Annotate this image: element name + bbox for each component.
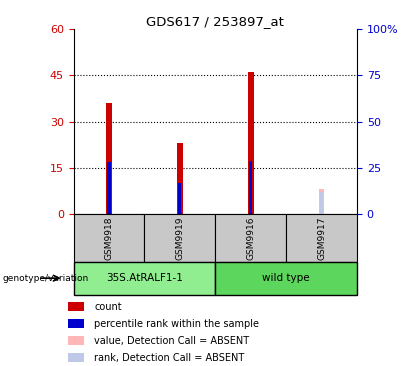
Bar — [248, 72, 254, 214]
Text: GSM9918: GSM9918 — [105, 216, 113, 259]
Bar — [249, 161, 252, 214]
FancyBboxPatch shape — [215, 262, 357, 295]
Text: rank, Detection Call = ABSENT: rank, Detection Call = ABSENT — [94, 352, 244, 363]
Bar — [178, 183, 181, 214]
FancyBboxPatch shape — [215, 214, 286, 262]
Text: genotype/variation: genotype/variation — [2, 274, 88, 283]
Bar — [319, 190, 324, 214]
Text: percentile rank within the sample: percentile rank within the sample — [94, 319, 259, 329]
FancyBboxPatch shape — [144, 214, 215, 262]
Bar — [68, 336, 84, 346]
Bar — [108, 163, 110, 214]
Text: 35S.AtRALF1-1: 35S.AtRALF1-1 — [106, 273, 183, 283]
Bar — [177, 143, 183, 214]
Text: GSM9917: GSM9917 — [317, 216, 326, 259]
Bar — [68, 319, 84, 328]
FancyBboxPatch shape — [286, 214, 357, 262]
FancyBboxPatch shape — [74, 214, 144, 262]
Bar — [68, 302, 84, 311]
FancyBboxPatch shape — [74, 262, 215, 295]
Title: GDS617 / 253897_at: GDS617 / 253897_at — [146, 15, 284, 28]
Text: wild type: wild type — [262, 273, 310, 283]
Text: GSM9919: GSM9919 — [175, 216, 184, 259]
Bar — [106, 103, 112, 214]
Bar — [68, 353, 84, 362]
Text: value, Detection Call = ABSENT: value, Detection Call = ABSENT — [94, 336, 249, 346]
Text: count: count — [94, 302, 122, 312]
Text: GSM9916: GSM9916 — [246, 216, 255, 259]
Bar — [320, 192, 323, 214]
